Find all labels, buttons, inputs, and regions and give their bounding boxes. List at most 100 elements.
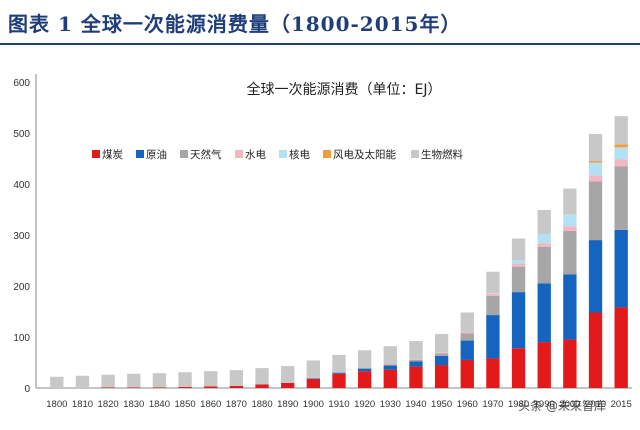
bar-1850-series-0 — [178, 386, 192, 388]
y-tick-label: 200 — [13, 282, 30, 293]
legend-swatch-6 — [411, 150, 419, 158]
x-tick-label: 1910 — [328, 399, 349, 410]
bar-1910-series-2 — [332, 372, 346, 373]
x-tick-label: 2000 — [559, 399, 580, 410]
bar-1910-series-6 — [332, 354, 346, 373]
bar-1960-series-2 — [460, 333, 474, 341]
legend-label: 原油 — [146, 148, 167, 161]
x-tick-label: 1980 — [508, 399, 529, 410]
bar-1940-series-1 — [409, 361, 423, 367]
bar-1860-series-6 — [204, 371, 218, 387]
bar-2010-series-2 — [588, 181, 603, 241]
bar-1950-series-1 — [434, 355, 449, 366]
legend-swatch-5 — [323, 150, 331, 158]
bar-1990-series-4 — [537, 233, 551, 244]
bar-1990-series-3 — [537, 243, 551, 247]
bar-2010-series-1 — [588, 240, 603, 313]
bar-1880-series-6 — [255, 368, 269, 385]
bar-2000-series-4 — [563, 213, 577, 227]
bar-1950-series-3 — [434, 352, 449, 354]
bar-1830-series-0 — [127, 387, 141, 388]
bar-1810-series-6 — [75, 375, 90, 388]
bar-1820-series-0 — [101, 387, 115, 388]
bar-1940-series-6 — [409, 341, 423, 360]
bar-1930-series-6 — [383, 346, 397, 365]
watermark: 头条 @未来智库 — [518, 399, 606, 413]
bar-1820-series-6 — [101, 374, 115, 388]
bar-2000-series-3 — [563, 226, 577, 231]
bar-1970-series-6 — [486, 271, 500, 294]
x-tick-label: 1890 — [277, 399, 298, 410]
legend-swatch-4 — [279, 150, 287, 158]
bar-2010-series-0 — [588, 312, 603, 388]
bar-1970-series-1 — [486, 315, 500, 359]
bar-1950-series-2 — [434, 353, 449, 356]
x-tick-label: 1960 — [457, 399, 478, 410]
x-tick-label: 2015 — [611, 399, 632, 410]
legend-label: 生物燃料 — [421, 148, 463, 161]
x-tick-label: 1990 — [534, 399, 555, 410]
bar-2010-series-3 — [588, 175, 603, 182]
bar-1860-series-0 — [204, 386, 218, 388]
bar-1920-series-6 — [357, 350, 372, 369]
bar-1920-series-2 — [357, 368, 372, 369]
x-tick-label: 2010 — [585, 399, 606, 410]
figure-title: 图表 1 全球一次能源消费量（1800-2015年） — [8, 12, 462, 36]
y-tick-label: 500 — [13, 129, 30, 140]
bar-1950-series-0 — [434, 365, 449, 388]
bar-1980-series-4 — [511, 259, 526, 264]
bar-1990-series-6 — [537, 210, 551, 234]
bar-2000-series-6 — [563, 188, 577, 214]
bar-1900-series-6 — [306, 360, 321, 378]
bar-1990-series-1 — [537, 283, 551, 343]
x-tick-label: 1870 — [226, 399, 247, 410]
x-tick-label: 1830 — [123, 399, 144, 410]
bar-1900-series-0 — [306, 378, 321, 388]
bar-2015-series-2 — [614, 166, 628, 230]
bar-1970-series-4 — [486, 293, 500, 294]
legend-label: 水电 — [245, 148, 266, 161]
bar-1880-series-0 — [255, 384, 269, 388]
x-tick-label: 1940 — [405, 399, 426, 410]
bar-1960-series-6 — [460, 312, 474, 332]
bar-1980-series-0 — [511, 348, 526, 388]
header: 图表 1 全球一次能源消费量（1800-2015年） — [0, 0, 640, 45]
bar-2015-series-4 — [614, 147, 628, 160]
legend-swatch-2 — [180, 150, 188, 158]
bar-1980-series-6 — [511, 238, 526, 260]
bar-1930-series-3 — [383, 364, 397, 365]
bar-1910-series-0 — [332, 373, 346, 388]
bar-1960-series-0 — [460, 359, 474, 388]
bar-1970-series-0 — [486, 358, 500, 388]
x-tick-label: 1840 — [149, 399, 170, 410]
bar-1940-series-0 — [409, 366, 423, 388]
bar-1960-series-3 — [460, 331, 474, 334]
bar-1940-series-3 — [409, 359, 423, 360]
chart-title: 全球一次能源消费（单位：EJ） — [247, 81, 442, 98]
y-tick-label: 100 — [13, 333, 30, 344]
bar-1850-series-6 — [178, 372, 192, 387]
x-tick-label: 1920 — [354, 399, 375, 410]
bar-2015-series-3 — [614, 159, 628, 167]
x-tick-label: 1860 — [200, 399, 221, 410]
bar-1950-series-6 — [434, 333, 449, 353]
bar-2010-series-5 — [588, 161, 603, 163]
bar-1840-series-6 — [152, 373, 167, 388]
x-tick-label: 1810 — [72, 399, 93, 410]
header-divider — [0, 43, 640, 45]
x-tick-label: 1970 — [482, 399, 503, 410]
legend-swatch-0 — [92, 150, 100, 158]
bar-2000-series-5 — [563, 213, 577, 214]
legend-label: 风电及太阳能 — [333, 148, 396, 161]
bar-2010-series-4 — [588, 162, 603, 176]
bar-1910-series-1 — [332, 372, 346, 374]
legend-swatch-1 — [136, 150, 144, 158]
y-tick-label: 300 — [13, 231, 30, 242]
x-tick-label: 1930 — [380, 399, 401, 410]
bar-2000-series-0 — [563, 339, 577, 388]
bar-1970-series-3 — [486, 293, 500, 296]
bar-1870-series-0 — [229, 385, 244, 388]
bar-1990-series-0 — [537, 342, 551, 388]
bar-1800-series-6 — [50, 376, 64, 388]
bar-1900-series-1 — [306, 378, 321, 379]
